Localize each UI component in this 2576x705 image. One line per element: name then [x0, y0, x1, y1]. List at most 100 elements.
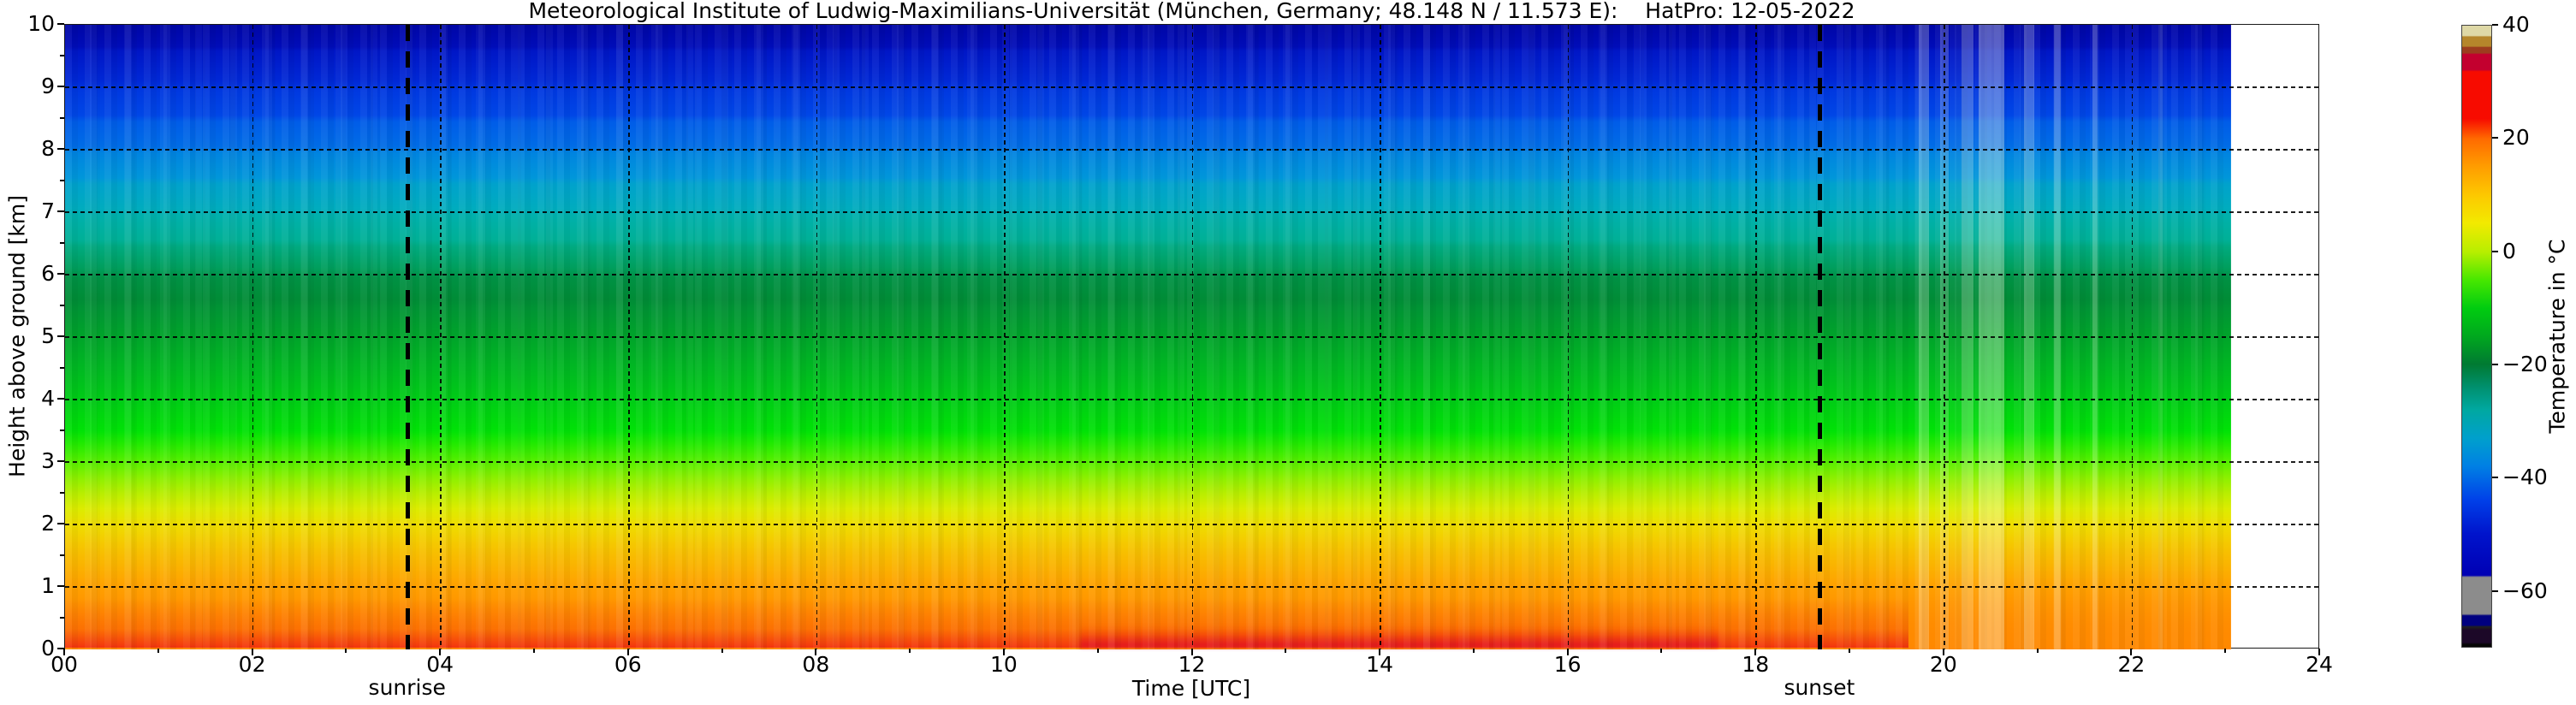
- chart-title: Meteorological Institute of Ludwig-Maxim…: [528, 0, 1855, 23]
- x-tick-label: 16: [1553, 652, 1582, 677]
- x-tick-label: 00: [50, 652, 78, 677]
- y-tick: [57, 335, 64, 337]
- x-tick: [626, 649, 629, 655]
- gridline-horizontal: [65, 461, 2320, 463]
- x-tick: [2130, 649, 2133, 655]
- y-tick: [57, 23, 64, 25]
- y-tick-label: 5: [41, 323, 55, 348]
- x-tick: [63, 649, 65, 655]
- colorbar-tick: [2492, 477, 2498, 479]
- colorbar-tick-label: −20: [2502, 352, 2548, 377]
- gridline-horizontal: [65, 586, 2320, 588]
- y-tick: [57, 86, 64, 87]
- colorbar-tick-label: −40: [2502, 465, 2548, 490]
- y-minor-tick: [60, 429, 64, 431]
- sunset-label: sunset: [1784, 675, 1855, 700]
- y-tick-label: 7: [41, 198, 55, 223]
- y-minor-tick: [60, 304, 64, 306]
- x-tick: [251, 649, 253, 655]
- colorbar-tick-label: 0: [2502, 238, 2516, 264]
- x-minor-tick: [1096, 649, 1099, 653]
- y-tick: [57, 273, 64, 275]
- y-minor-tick: [60, 241, 64, 244]
- sunset-line: [1818, 25, 1823, 649]
- x-tick-label: 10: [990, 652, 1018, 677]
- x-tick: [1942, 649, 1944, 655]
- x-minor-tick: [1849, 649, 1851, 653]
- gridline-horizontal: [65, 336, 2320, 338]
- colorbar: [2461, 25, 2492, 648]
- gridline-horizontal: [65, 274, 2320, 275]
- x-tick-label: 02: [238, 652, 266, 677]
- x-tick-label: 08: [802, 652, 830, 677]
- x-minor-tick: [345, 649, 347, 653]
- y-tick: [57, 210, 64, 212]
- x-tick: [439, 649, 442, 655]
- y-tick: [57, 648, 64, 649]
- x-tick-label: 12: [1178, 652, 1206, 677]
- sunrise-label: sunrise: [368, 675, 446, 700]
- y-minor-tick: [60, 179, 64, 181]
- x-tick-label: 14: [1366, 652, 1393, 677]
- x-minor-tick: [157, 649, 159, 653]
- y-minor-tick: [60, 616, 64, 619]
- y-minor-tick: [60, 366, 64, 369]
- x-minor-tick: [1660, 649, 1663, 653]
- x-minor-tick: [2224, 649, 2227, 653]
- gridline-horizontal: [65, 399, 2320, 400]
- colorbar-tick: [2492, 250, 2498, 252]
- colorbar-tick-label: −60: [2502, 578, 2548, 603]
- x-minor-tick: [1472, 649, 1475, 653]
- x-tick: [2318, 649, 2320, 655]
- y-tick-label: 2: [41, 511, 55, 536]
- y-tick-label: 4: [41, 386, 55, 411]
- x-tick: [1379, 649, 1381, 655]
- y-tick-label: 8: [41, 136, 55, 161]
- y-tick-label: 9: [41, 74, 55, 98]
- colorbar-tick: [2492, 589, 2498, 592]
- x-tick: [1002, 649, 1005, 655]
- gridline-horizontal: [65, 149, 2320, 151]
- sunrise-line: [406, 25, 411, 649]
- x-minor-tick: [2036, 649, 2039, 653]
- colorbar-tick: [2492, 137, 2498, 139]
- colorbar-tick: [2492, 364, 2498, 366]
- x-minor-tick: [1285, 649, 1287, 653]
- x-tick: [1754, 649, 1757, 655]
- gridline-horizontal: [65, 211, 2320, 213]
- y-tick: [57, 148, 64, 150]
- x-tick-label: 24: [2306, 652, 2333, 677]
- y-tick-label: 1: [41, 573, 55, 598]
- gridline-horizontal: [65, 524, 2320, 525]
- gridline-horizontal: [65, 86, 2320, 88]
- x-minor-tick: [721, 649, 723, 653]
- y-tick-label: 6: [41, 261, 55, 286]
- y-axis-label: Height above ground [km]: [4, 195, 30, 477]
- x-tick-label: 18: [1742, 652, 1770, 677]
- x-tick: [1566, 649, 1569, 655]
- x-tick: [815, 649, 817, 655]
- x-minor-tick: [909, 649, 911, 653]
- y-tick: [57, 460, 64, 462]
- y-tick-label: 3: [41, 448, 55, 473]
- y-tick: [57, 398, 64, 400]
- surface-warm-core: [1079, 625, 1719, 648]
- y-tick-label: 10: [27, 11, 55, 36]
- x-tick-label: 06: [614, 652, 642, 677]
- plot-area: [64, 24, 2320, 649]
- y-tick: [57, 585, 64, 587]
- x-tick-label: 20: [1929, 652, 1957, 677]
- x-tick-label: 22: [2117, 652, 2146, 677]
- y-minor-tick: [60, 491, 64, 494]
- colorbar-tick-label: 40: [2502, 12, 2530, 37]
- colorbar-label: Temperature in °C: [2544, 239, 2570, 434]
- colorbar-tick: [2492, 24, 2498, 26]
- y-minor-tick: [60, 116, 64, 119]
- y-tick-label: 0: [41, 636, 55, 661]
- x-tick: [1190, 649, 1193, 655]
- x-minor-tick: [532, 649, 535, 653]
- y-minor-tick: [60, 554, 64, 556]
- x-axis-label: Time [UTC]: [1131, 676, 1251, 701]
- y-tick: [57, 523, 64, 524]
